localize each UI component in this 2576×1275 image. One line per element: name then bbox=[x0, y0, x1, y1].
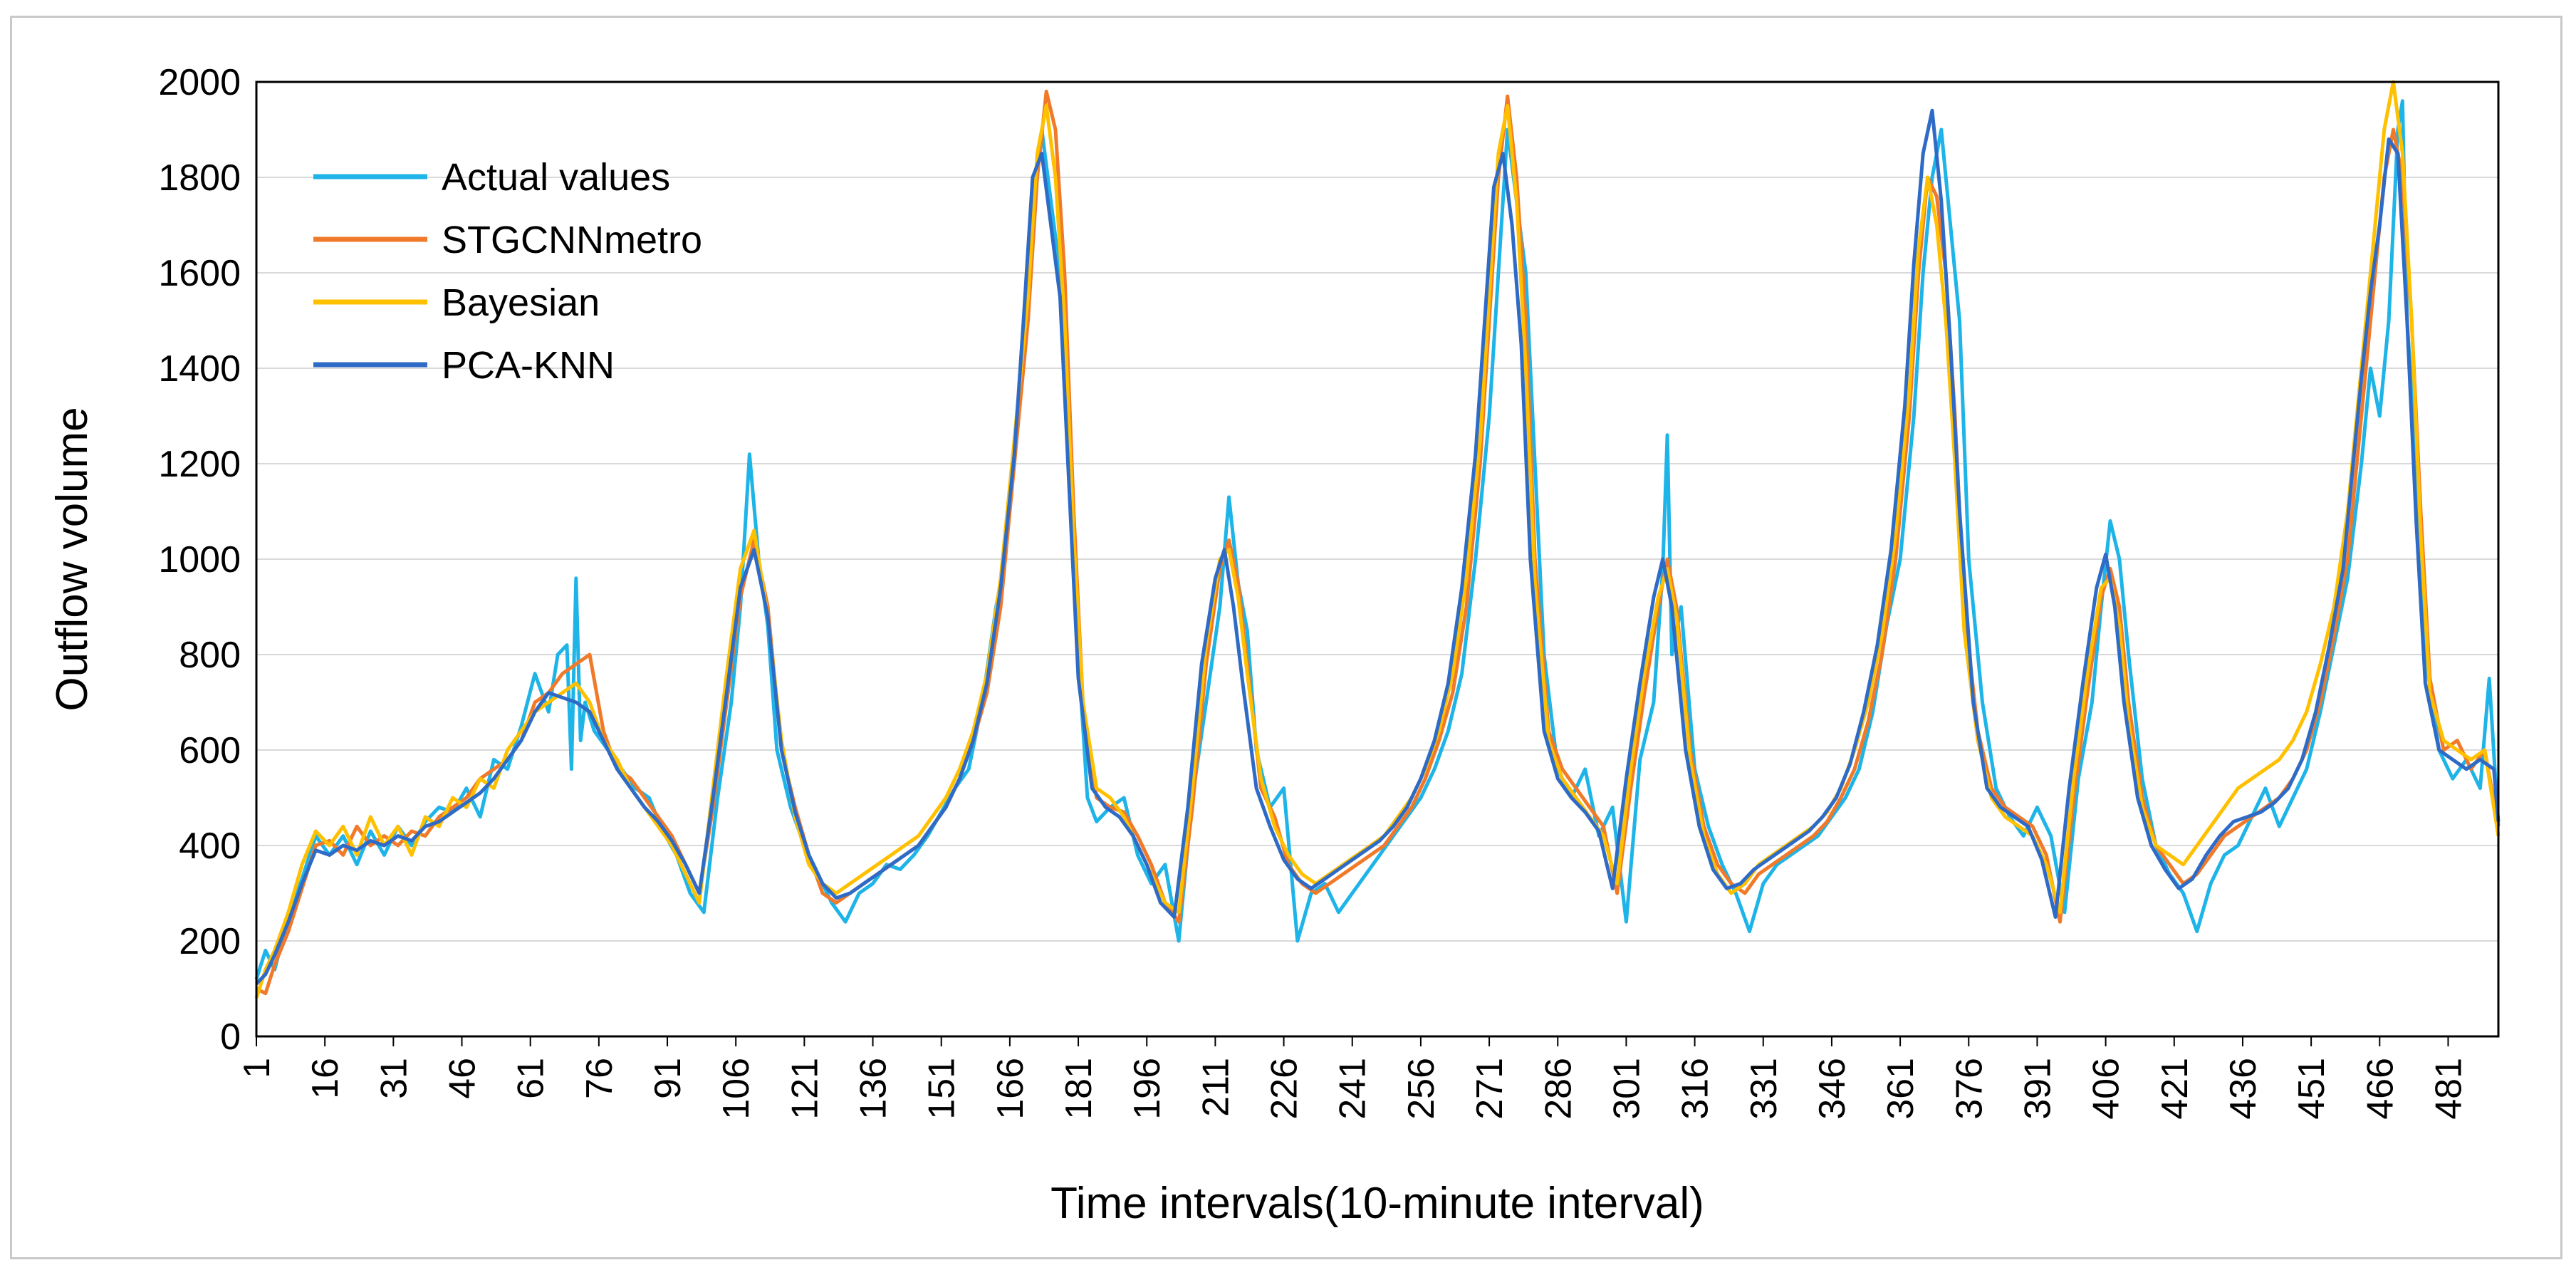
x-tick-label: 211 bbox=[1195, 1058, 1236, 1117]
x-tick-label: 61 bbox=[511, 1058, 552, 1099]
x-tick-label: 301 bbox=[1606, 1058, 1647, 1120]
x-tick-label: 181 bbox=[1058, 1058, 1100, 1120]
x-tick-label: 466 bbox=[2359, 1058, 2401, 1120]
x-tick-label: 166 bbox=[990, 1058, 1031, 1120]
x-tick-label: 421 bbox=[2154, 1058, 2196, 1120]
x-tick-label: 376 bbox=[1949, 1058, 1990, 1120]
x-tick-label: 316 bbox=[1675, 1058, 1716, 1120]
legend-label: PCA-KNN bbox=[442, 344, 615, 387]
plot-area-border bbox=[255, 80, 2500, 1038]
legend-label: STGCNNmetro bbox=[442, 219, 702, 261]
y-tick-label: 200 bbox=[179, 921, 241, 962]
y-axis-ticks: 0 200 400 600 800 1000 1200 1400 1600 1800 2000 bbox=[158, 62, 241, 1058]
x-tick-label: 286 bbox=[1538, 1058, 1579, 1120]
x-tick-label: 151 bbox=[922, 1058, 963, 1120]
x-tick-label: 361 bbox=[1880, 1058, 1921, 1120]
x-tick-label: 91 bbox=[647, 1058, 689, 1099]
y-tick-label: 1600 bbox=[158, 253, 241, 294]
x-tick-label: 331 bbox=[1743, 1058, 1785, 1120]
x-tick-label: 451 bbox=[2291, 1058, 2332, 1120]
series-layer bbox=[254, 80, 2501, 999]
x-tick-label: 346 bbox=[1812, 1058, 1853, 1120]
chart-frame bbox=[10, 16, 2562, 1259]
legend: Actual values STGCNNmetro Bayesian PCA-KNN bbox=[313, 156, 702, 387]
y-axis-title: Outflow volume bbox=[48, 407, 97, 711]
x-tick-label: 46 bbox=[442, 1058, 484, 1099]
legend-label: Bayesian bbox=[442, 281, 600, 324]
y-tick-label: 0 bbox=[220, 1016, 241, 1058]
y-tick-label: 1000 bbox=[158, 539, 241, 581]
legend-label: Actual values bbox=[442, 156, 670, 199]
y-tick-label: 1800 bbox=[158, 157, 241, 199]
series-line-pca-knn bbox=[255, 108, 2501, 986]
x-tick-label: 121 bbox=[784, 1058, 825, 1120]
x-tick-label: 241 bbox=[1333, 1058, 1374, 1120]
series-line-stgcnnmetro bbox=[255, 89, 2501, 996]
y-tick-label: 1400 bbox=[158, 348, 241, 390]
x-tick-label: 256 bbox=[1401, 1058, 1442, 1120]
x-tick-label: 106 bbox=[716, 1058, 757, 1120]
x-tick-label: 16 bbox=[305, 1058, 346, 1099]
x-tick-label: 1 bbox=[236, 1058, 278, 1078]
y-tick-label: 600 bbox=[179, 730, 241, 771]
y-tick-label: 1200 bbox=[158, 444, 241, 485]
x-axis-ticks: 1 16 31 46 61 76 91 106 121 136 151 166 181 196 211 226… bbox=[236, 1036, 2469, 1120]
x-tick-label: 406 bbox=[2086, 1058, 2127, 1120]
y-tick-label: 800 bbox=[179, 635, 241, 676]
x-tick-label: 271 bbox=[1469, 1058, 1511, 1120]
x-tick-label: 481 bbox=[2428, 1058, 2469, 1120]
x-tick-label: 436 bbox=[2223, 1058, 2264, 1120]
y-tick-label: 2000 bbox=[158, 62, 241, 103]
x-tick-label: 196 bbox=[1127, 1058, 1168, 1120]
x-tick-label: 76 bbox=[579, 1058, 620, 1099]
x-axis-title: Time intervals(10-minute interval) bbox=[1050, 1179, 1704, 1228]
x-tick-label: 31 bbox=[373, 1058, 414, 1099]
y-tick-label: 400 bbox=[179, 826, 241, 867]
x-tick-label: 391 bbox=[2017, 1058, 2058, 1120]
x-tick-label: 226 bbox=[1264, 1058, 1305, 1120]
gridlines bbox=[256, 177, 2498, 942]
x-tick-label: 136 bbox=[853, 1058, 895, 1120]
